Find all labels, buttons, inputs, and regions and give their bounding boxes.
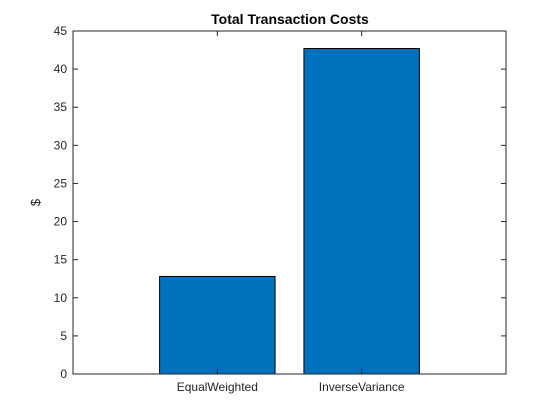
- x-tick-label-inversevariance: InverseVariance: [319, 380, 405, 394]
- y-tick-label: 35: [54, 100, 68, 114]
- y-tick-label: 45: [54, 24, 68, 38]
- bars-group: [159, 48, 420, 375]
- y-tick-label: 10: [54, 291, 68, 305]
- y-tick-label: 25: [54, 176, 68, 190]
- y-axis-label: $: [28, 198, 43, 206]
- y-tick-label: 5: [60, 329, 67, 343]
- y-tick-label: 30: [54, 138, 68, 152]
- tick-labels-group: 0 5 10 15 20 25 30 35 40 45 EqualWeighted InverseVa…: [54, 24, 405, 394]
- ticks-group: [73, 30, 506, 375]
- chart-title: Total Transaction Costs: [211, 11, 369, 27]
- x-tick-label-equalweighted: EqualWeighted: [177, 380, 258, 394]
- axes-box: [72, 30, 507, 375]
- y-tick-label: 0: [60, 367, 67, 381]
- y-tick-label: 15: [54, 253, 68, 267]
- bar-equalweighted: [159, 275, 276, 375]
- y-tick-label: 40: [54, 62, 68, 76]
- y-tick-label: 20: [54, 215, 68, 229]
- bar-inversevariance: [303, 48, 420, 375]
